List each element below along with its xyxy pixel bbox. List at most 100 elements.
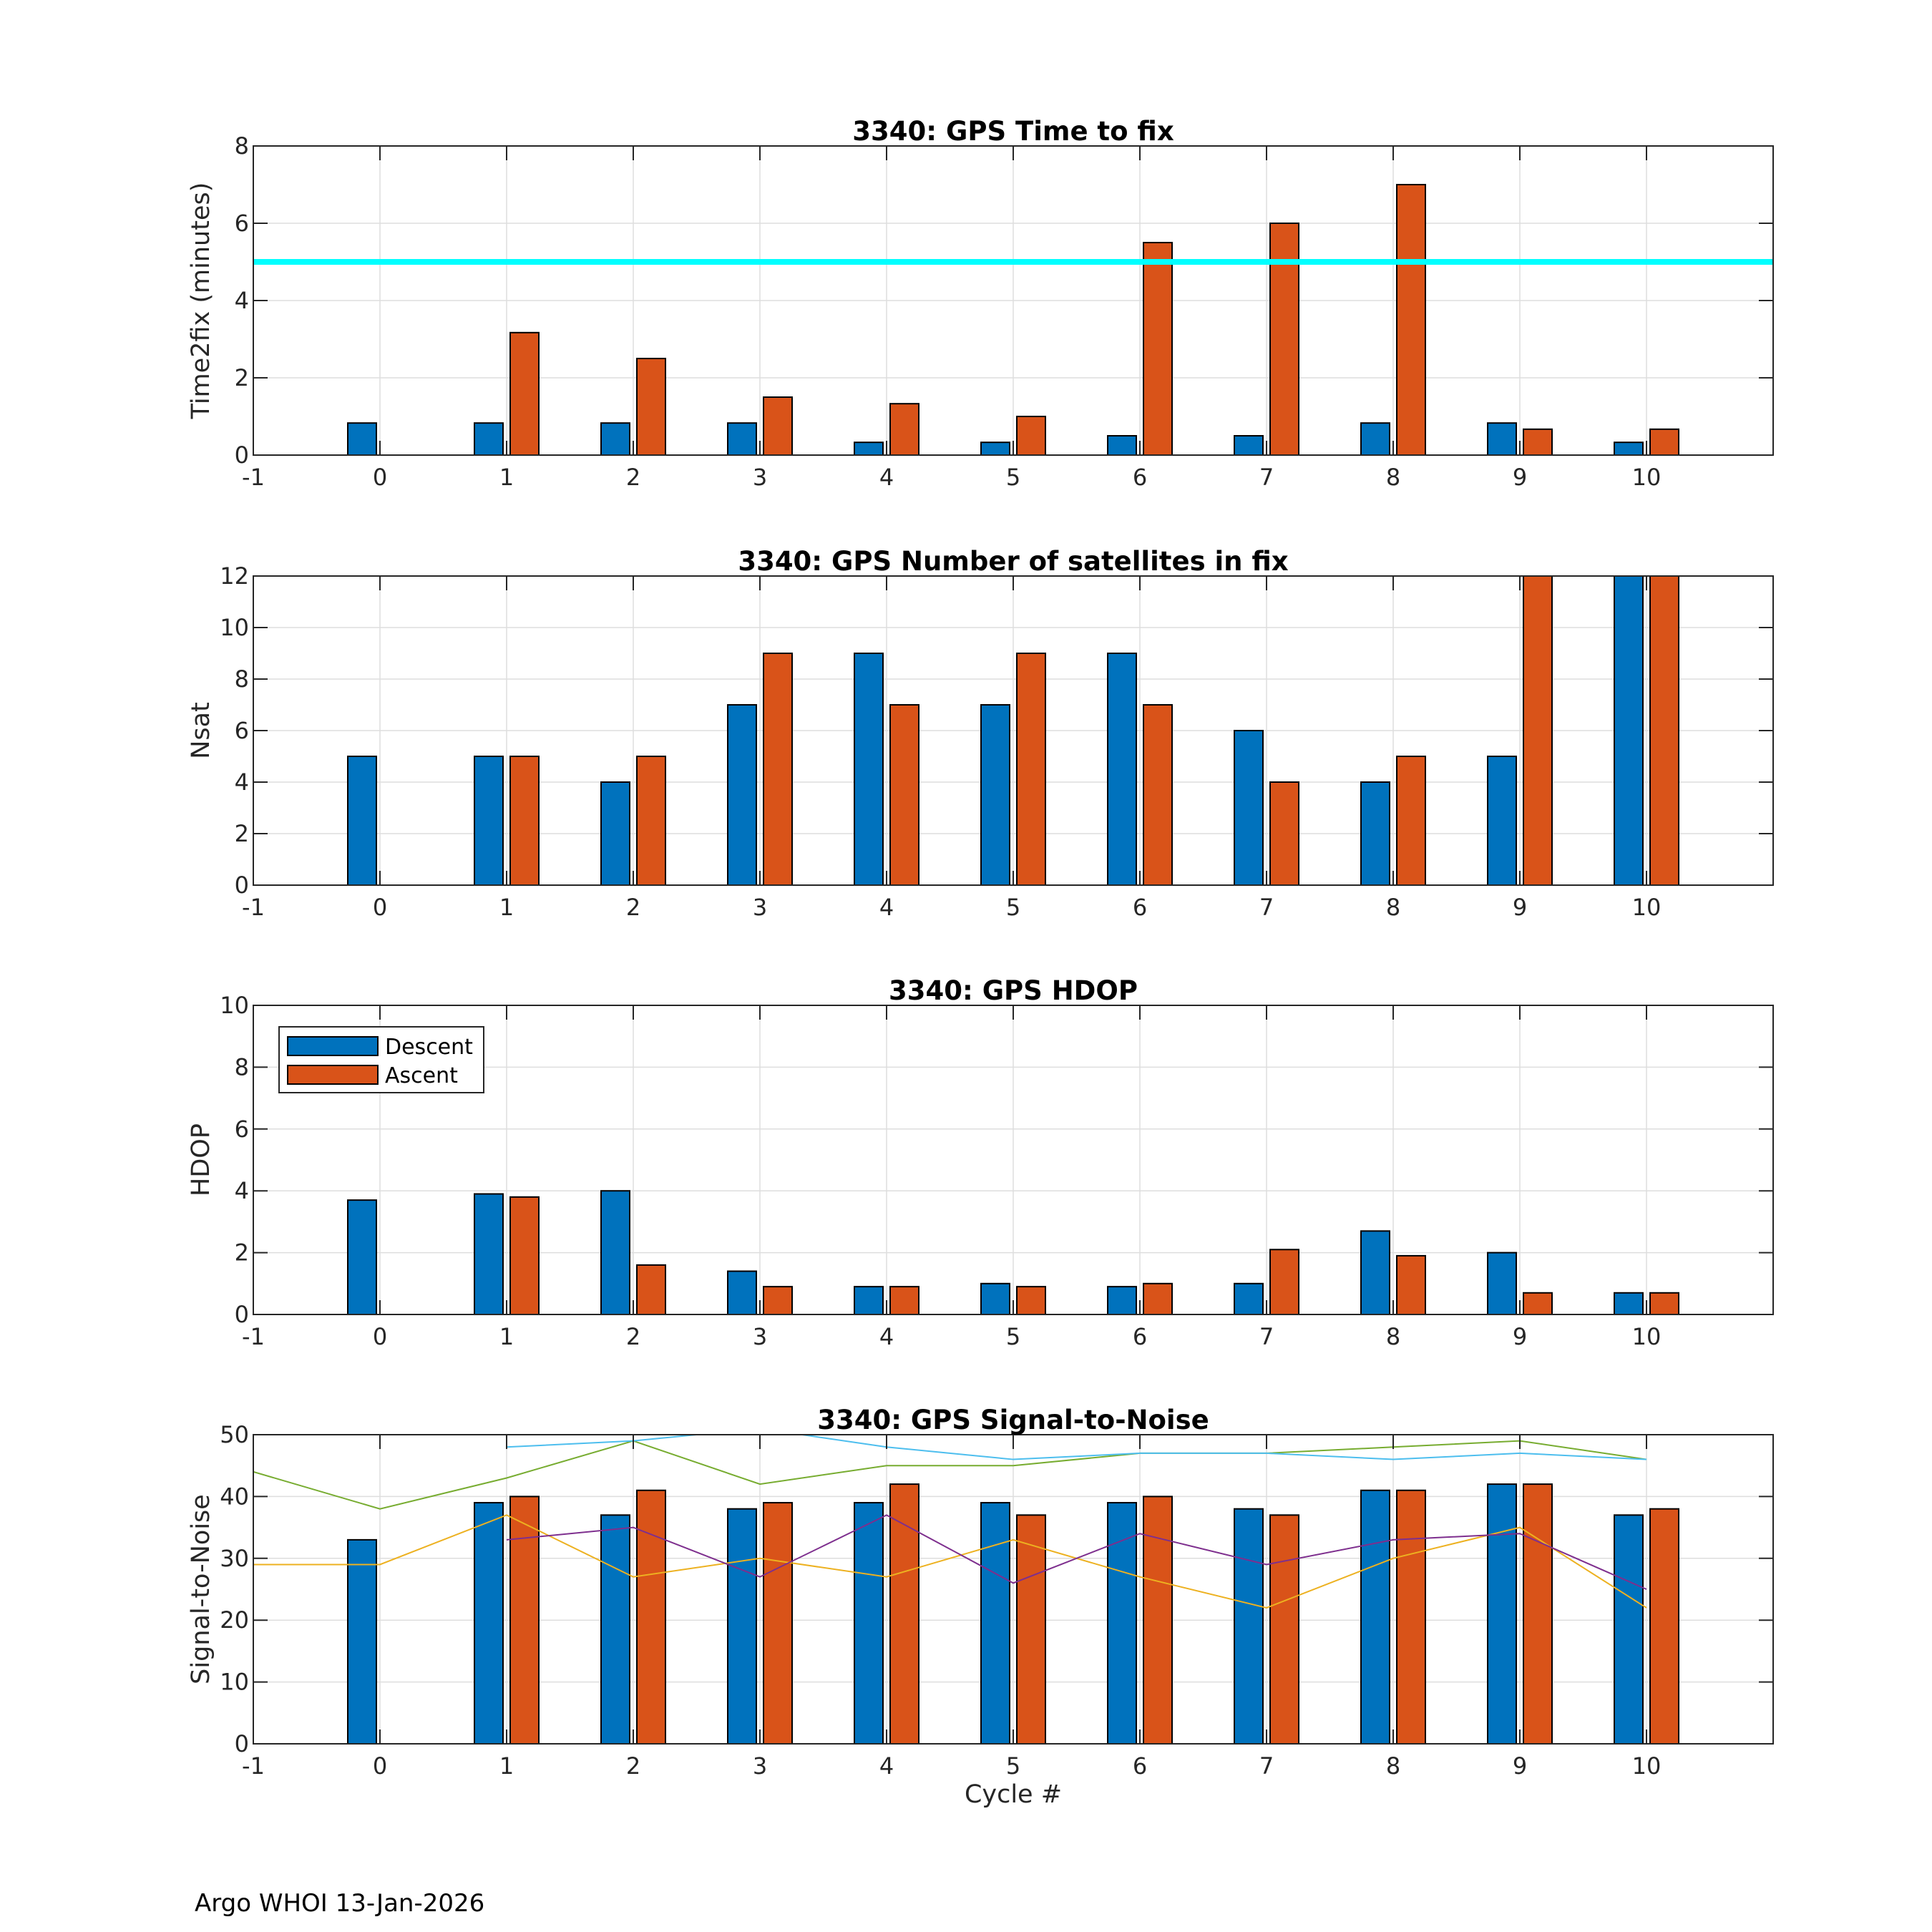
x-tick-label: 8 <box>1386 1752 1400 1780</box>
bar-ascent-cycle-1 <box>509 1496 540 1744</box>
x-tick-label: 6 <box>1133 1752 1147 1780</box>
footer-text: Argo WHOI 13-Jan-2026 <box>195 1889 485 1918</box>
bar-ascent-cycle-10 <box>1649 1508 1679 1744</box>
bar-ascent-cycle-8 <box>1396 756 1426 885</box>
x-tick-label: 6 <box>1133 894 1147 921</box>
y-tick-label: 40 <box>220 1483 249 1510</box>
plot-contents <box>347 1190 1679 1314</box>
bar-descent-cycle-3 <box>727 704 757 885</box>
bar-ascent-cycle-7 <box>1269 781 1299 885</box>
x-tick-label: 9 <box>1513 894 1527 921</box>
bar-descent-cycle-8 <box>1360 1230 1390 1314</box>
bar-descent-cycle-2 <box>600 1190 630 1314</box>
snr-line-max <box>253 1440 1647 1510</box>
y-tick-label: 6 <box>235 717 249 744</box>
x-tick-label: 4 <box>879 1323 894 1350</box>
y-tick-label: 8 <box>235 132 249 160</box>
bar-descent-cycle-0 <box>347 1199 377 1314</box>
x-tick-label: 2 <box>626 464 640 491</box>
y-tick-label: 2 <box>235 364 249 391</box>
x-tick-label: 2 <box>626 1752 640 1780</box>
bar-ascent-cycle-7 <box>1269 1514 1299 1744</box>
y-tick-label: 6 <box>235 210 249 237</box>
x-tick-label: 3 <box>753 1752 767 1780</box>
x-tick-label: 4 <box>879 894 894 921</box>
x-tick-label: 3 <box>753 894 767 921</box>
plot-contents <box>347 576 1679 885</box>
chart-title: 3340: GPS Signal-to-Noise <box>817 1405 1209 1435</box>
x-tick-label: 0 <box>373 464 387 491</box>
bar-descent-cycle-3 <box>727 1270 757 1314</box>
bar-ascent-cycle-6 <box>1143 1282 1173 1314</box>
bar-ascent-cycle-9 <box>1523 1292 1553 1314</box>
y-tick-label: 0 <box>235 872 249 899</box>
x-tick-label: 3 <box>753 464 767 491</box>
legend-swatch-descent <box>287 1036 379 1056</box>
x-tick-label: 5 <box>1006 894 1020 921</box>
x-tick-label: 1 <box>499 1752 514 1780</box>
y-tick-label: 12 <box>220 562 249 590</box>
bar-ascent-cycle-10 <box>1649 576 1679 885</box>
bar-descent-cycle-10 <box>1614 576 1644 885</box>
bar-descent-cycle-7 <box>1234 1508 1264 1744</box>
x-tick-label: 4 <box>879 464 894 491</box>
bar-descent-cycle-0 <box>347 756 377 885</box>
y-axis-label: Nsat <box>187 702 215 759</box>
bar-descent-cycle-3 <box>727 422 757 455</box>
y-tick-label: 30 <box>220 1545 249 1572</box>
x-tick-label: 0 <box>373 894 387 921</box>
bar-descent-cycle-5 <box>980 704 1010 885</box>
bar-ascent-cycle-5 <box>1016 653 1046 885</box>
x-tick-label: 7 <box>1259 1752 1274 1780</box>
x-tick-label: 9 <box>1513 1752 1527 1780</box>
y-axis-label: Time2fix (minutes) <box>187 182 215 420</box>
y-tick-label: 10 <box>220 1669 249 1696</box>
bar-descent-cycle-6 <box>1107 435 1137 455</box>
y-tick-label: 0 <box>235 441 249 469</box>
chart-title: 3340: GPS Number of satellites in fix <box>738 546 1288 577</box>
y-tick-label: 4 <box>235 769 249 796</box>
x-tick-label: 3 <box>753 1323 767 1350</box>
bar-descent-cycle-0 <box>347 422 377 455</box>
bar-descent-cycle-8 <box>1360 1489 1390 1744</box>
y-tick-label: 20 <box>220 1606 249 1634</box>
bar-ascent-cycle-10 <box>1649 1292 1679 1314</box>
x-tick-label: 8 <box>1386 1323 1400 1350</box>
x-tick-label: 9 <box>1513 464 1527 491</box>
y-tick-label: 50 <box>220 1421 249 1448</box>
x-tick-label: 7 <box>1259 1323 1274 1350</box>
x-tick-label: 7 <box>1259 464 1274 491</box>
bar-descent-cycle-5 <box>980 1502 1010 1744</box>
x-tick-label: 8 <box>1386 464 1400 491</box>
chart-title: 3340: GPS HDOP <box>889 975 1138 1006</box>
bar-descent-cycle-5 <box>980 1282 1010 1314</box>
y-axis-label: Signal-to-Noise <box>187 1494 215 1684</box>
bar-ascent-cycle-2 <box>636 1489 666 1744</box>
x-tick-label: 6 <box>1133 1323 1147 1350</box>
x-tick-label: -1 <box>242 1323 265 1350</box>
bar-descent-cycle-9 <box>1487 1483 1517 1744</box>
y-tick-label: 2 <box>235 1239 249 1267</box>
legend-swatch-ascent <box>287 1065 379 1085</box>
legend: Descent Ascent <box>278 1026 484 1093</box>
chart-title: 3340: GPS Time to fix <box>852 116 1174 147</box>
y-tick-label: 0 <box>235 1301 249 1328</box>
bar-descent-cycle-7 <box>1234 730 1264 885</box>
x-tick-label: 2 <box>626 1323 640 1350</box>
bar-ascent-cycle-9 <box>1523 576 1553 885</box>
bar-ascent-cycle-7 <box>1269 1249 1299 1314</box>
bar-ascent-cycle-9 <box>1523 428 1553 455</box>
bar-ascent-cycle-3 <box>763 1502 793 1744</box>
bar-descent-cycle-9 <box>1487 422 1517 455</box>
bar-ascent-cycle-10 <box>1649 428 1679 455</box>
bar-ascent-cycle-9 <box>1523 1483 1553 1744</box>
bar-descent-cycle-4 <box>854 1286 884 1314</box>
bar-descent-cycle-2 <box>600 422 630 455</box>
bar-descent-cycle-1 <box>474 422 504 455</box>
y-tick-label: 2 <box>235 820 249 847</box>
bar-ascent-cycle-1 <box>509 756 540 885</box>
bar-ascent-cycle-4 <box>889 403 919 455</box>
